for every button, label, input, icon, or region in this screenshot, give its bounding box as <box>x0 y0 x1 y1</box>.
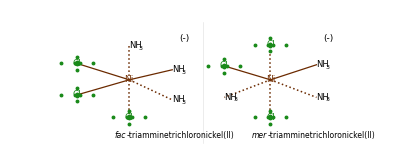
Text: 3: 3 <box>181 100 185 105</box>
Text: NH: NH <box>225 93 237 102</box>
Text: Cl: Cl <box>266 113 275 122</box>
Text: Ni: Ni <box>125 75 134 84</box>
Text: -triamminetrichloronickel(II): -triamminetrichloronickel(II) <box>126 131 234 140</box>
Text: (-): (-) <box>324 34 334 43</box>
Text: NH: NH <box>172 65 185 74</box>
Text: Cl: Cl <box>266 40 275 49</box>
Text: -triamminetrichloronickel(II): -triamminetrichloronickel(II) <box>267 131 375 140</box>
Text: 3: 3 <box>234 97 238 102</box>
Text: (-): (-) <box>179 34 190 43</box>
Text: fac: fac <box>115 131 126 140</box>
Text: Cl: Cl <box>125 113 134 122</box>
Text: Cl: Cl <box>73 59 82 68</box>
Text: 3: 3 <box>181 70 185 74</box>
Text: 3: 3 <box>326 65 330 69</box>
Text: NH: NH <box>172 95 185 104</box>
Text: NH: NH <box>316 93 329 102</box>
Text: NH: NH <box>129 41 142 50</box>
Text: Ni: Ni <box>266 75 275 84</box>
Text: Cl: Cl <box>73 90 82 99</box>
Text: mer: mer <box>252 131 267 140</box>
Text: NH: NH <box>316 60 329 69</box>
Text: Cl: Cl <box>220 61 229 71</box>
Text: 3: 3 <box>139 46 143 51</box>
Text: 3: 3 <box>326 97 330 102</box>
